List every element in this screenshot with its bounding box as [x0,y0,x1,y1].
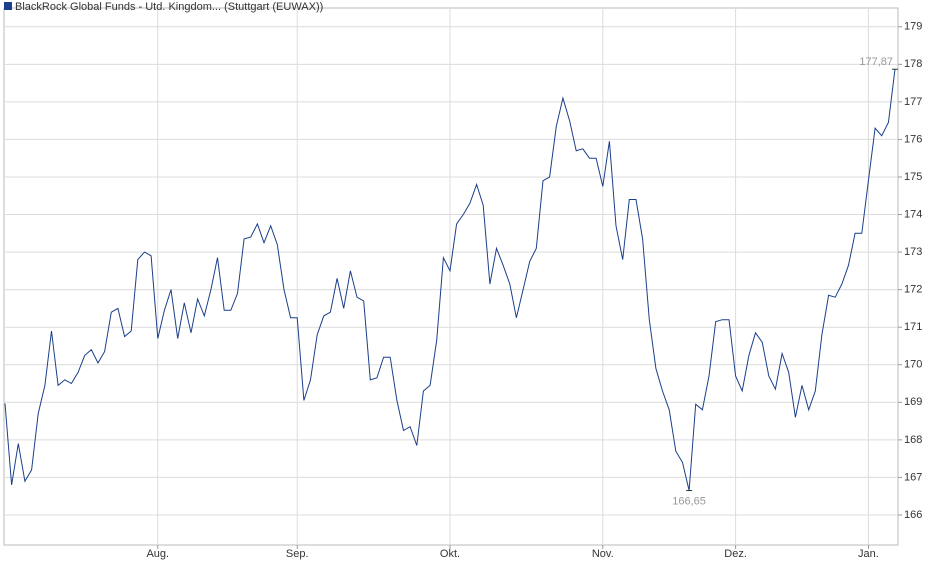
y-tick-label: 179 [904,21,922,33]
y-tick-label: 176 [904,133,922,145]
x-tick-label: Sep. [286,548,309,560]
line-series [4,69,896,491]
y-tick-label: 175 [904,171,922,183]
x-tick-label: Aug. [146,548,169,560]
x-tick-label: Okt. [440,548,460,560]
y-tick-label: 168 [904,434,922,446]
y-tick-label: 167 [904,471,922,483]
y-tick-label: 174 [904,208,922,220]
legend-label: BlackRock Global Funds - Utd. Kingdom...… [15,1,323,13]
x-tick-label: Jan. [858,548,879,560]
value-label: 177,87 [859,56,893,68]
plot-area [3,7,899,546]
y-tick-label: 171 [904,321,922,333]
x-tick-label: Dez. [724,548,747,560]
x-tick-label: Nov. [592,548,614,560]
y-tick-label: 170 [904,359,922,371]
y-tick-label: 172 [904,284,922,296]
y-tick-label: 166 [904,509,922,521]
y-tick-label: 173 [904,246,922,258]
y-tick-label: 169 [904,396,922,408]
legend-swatch [4,2,12,10]
y-tick-label: 177 [904,96,922,108]
value-label: 166,65 [672,495,706,507]
y-tick-label: 178 [904,58,922,70]
